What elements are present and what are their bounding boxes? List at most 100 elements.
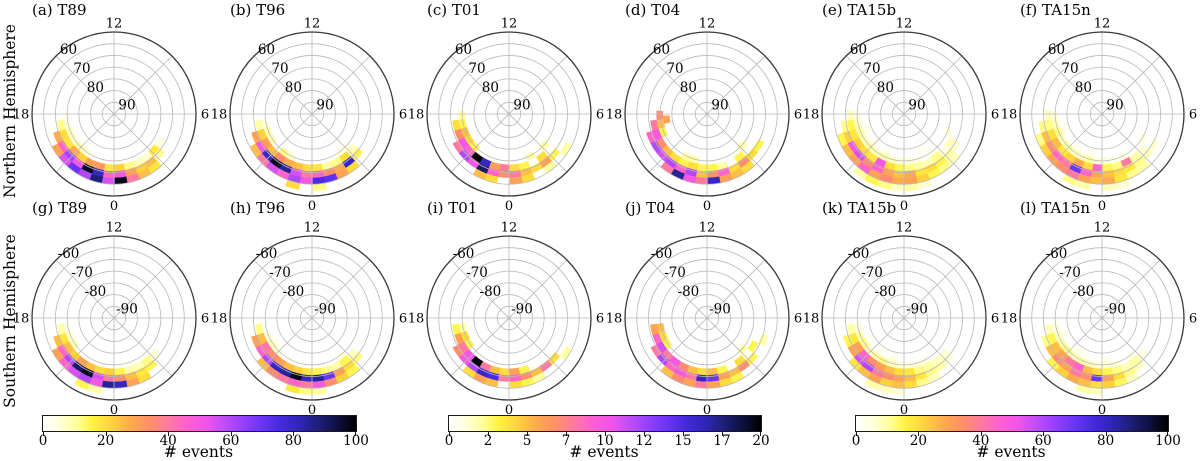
lat-label--60: -60	[453, 246, 475, 262]
colorbar-2-ticklabel: 40	[972, 433, 990, 449]
colorbar-2-tick	[980, 432, 982, 436]
colorbar-0-ticklabel: 60	[222, 433, 240, 449]
colorbar-1-tick	[644, 432, 645, 436]
mlt-label-18: 18	[408, 108, 425, 123]
lat-label-70: 70	[1061, 61, 1078, 77]
plot-title-b: (b) T96	[230, 1, 286, 19]
lat-label--90: -90	[709, 302, 731, 318]
polar-grid	[821, 235, 987, 401]
colorbar-0-title: # events	[163, 443, 234, 461]
lat-label--80: -80	[875, 284, 897, 300]
colorbar-1-ticklabel: 10	[596, 433, 614, 449]
mlt-label-12: 12	[106, 17, 123, 32]
polar-grid	[229, 31, 395, 197]
mlt-label-6: 6	[1189, 312, 1197, 327]
colorbar-0-ticklabel: 0	[38, 433, 48, 449]
lat-label-60: 60	[60, 42, 77, 58]
lat-label-80: 80	[680, 80, 697, 96]
polar-grid	[426, 31, 592, 197]
plot-title-f: (f) TA15n	[1020, 1, 1091, 19]
lat-label--90: -90	[116, 302, 138, 318]
mlt-label-0: 0	[308, 403, 316, 418]
lat-label-90: 90	[1106, 98, 1123, 114]
mlt-label-0: 0	[1098, 199, 1106, 214]
heatmap-cells	[1034, 110, 1160, 191]
mlt-label-18: 18	[13, 108, 30, 123]
lat-label-70: 70	[468, 61, 485, 77]
heatmap-cells	[836, 110, 962, 191]
lat-label--90: -90	[314, 302, 336, 318]
mlt-label-6: 6	[399, 312, 407, 327]
colorbar-1-tick	[527, 432, 528, 436]
lat-label--90: -90	[511, 302, 533, 318]
mlt-label-6: 6	[399, 108, 407, 123]
mlt-label-12: 12	[699, 221, 716, 236]
mlt-label-12: 12	[304, 221, 321, 236]
colorbar-2	[855, 415, 1169, 432]
polar-plot-h: 12 18 6 0 -60 -70 -80 -90	[211, 221, 407, 418]
plot-title-j: (j) T04	[625, 199, 676, 217]
heatmap-cells	[249, 119, 364, 191]
colorbar-1-tick	[722, 432, 723, 436]
plot-title-a: (a) T89	[32, 1, 87, 19]
mlt-label-18: 18	[606, 108, 623, 123]
mlt-label-6: 6	[201, 108, 209, 123]
lat-label--70: -70	[1059, 265, 1081, 281]
mlt-label-6: 6	[991, 108, 999, 123]
lat-label--60: -60	[58, 246, 80, 262]
colorbar-0-ticklabel: 20	[97, 433, 115, 449]
colorbar-2-tick	[1167, 432, 1168, 436]
lat-label--90: -90	[1104, 302, 1126, 318]
mlt-label-12: 12	[304, 17, 321, 32]
mlt-label-0: 0	[703, 199, 711, 214]
mlt-label-12: 12	[501, 17, 518, 32]
heatmap-cells	[1041, 323, 1148, 395]
lat-label--70: -70	[71, 265, 93, 281]
polar-grid	[31, 31, 197, 197]
colorbar-1-tick	[683, 432, 684, 436]
polar-plot-l: 12 18 6 0 -60 -70 -80 -90	[1001, 221, 1197, 418]
mlt-label-12: 12	[699, 17, 716, 32]
mlt-label-18: 18	[408, 312, 425, 327]
colorbar-2-ticklabel: 0	[851, 433, 861, 449]
colorbar-1-ticklabel: 17	[713, 433, 731, 449]
lat-label-70: 70	[73, 61, 90, 77]
lat-label--80: -80	[480, 284, 502, 300]
lat-label-60: 60	[1048, 42, 1065, 58]
polar-grid	[426, 235, 592, 401]
lat-label-60: 60	[258, 42, 275, 58]
lat-label--60: -60	[651, 246, 673, 262]
mlt-label-6: 6	[794, 312, 802, 327]
heatmap-cells	[843, 323, 956, 395]
plot-title-i: (i) T01	[427, 199, 478, 217]
mlt-label-18: 18	[606, 312, 623, 327]
mlt-label-0: 0	[110, 199, 118, 214]
lat-label-80: 80	[87, 80, 104, 96]
colorbar-1-ticklabel: 7	[561, 433, 571, 449]
polar-grid	[229, 235, 395, 401]
mlt-label-6: 6	[596, 108, 604, 123]
colorbar-1-ticklabel: 12	[635, 433, 653, 449]
lat-label-70: 70	[271, 61, 288, 77]
mlt-label-18: 18	[211, 312, 228, 327]
colorbar-0	[42, 415, 357, 432]
colorbar-2-ticklabel: 80	[1097, 433, 1115, 449]
colorbar-0-ticklabel: 80	[284, 433, 302, 449]
colorbar-0-tick	[168, 432, 170, 436]
colorbar-2-tick	[918, 432, 920, 436]
mlt-label-0: 0	[505, 403, 513, 418]
lat-label--70: -70	[664, 265, 686, 281]
plot-title-h: (h) T96	[230, 199, 286, 217]
heatmap-cells	[51, 323, 160, 394]
colorbar-2-tick	[1105, 432, 1107, 436]
lat-label-60: 60	[850, 42, 867, 58]
mlt-label-12: 12	[896, 17, 913, 32]
colorbar-0-ticklabel: 100	[343, 433, 369, 449]
lat-label-80: 80	[1075, 80, 1092, 96]
polar-plot-k: 12 18 6 0 -60 -70 -80 -90	[803, 221, 999, 418]
mlt-label-0: 0	[900, 199, 908, 214]
heatmap-cells	[452, 110, 573, 185]
